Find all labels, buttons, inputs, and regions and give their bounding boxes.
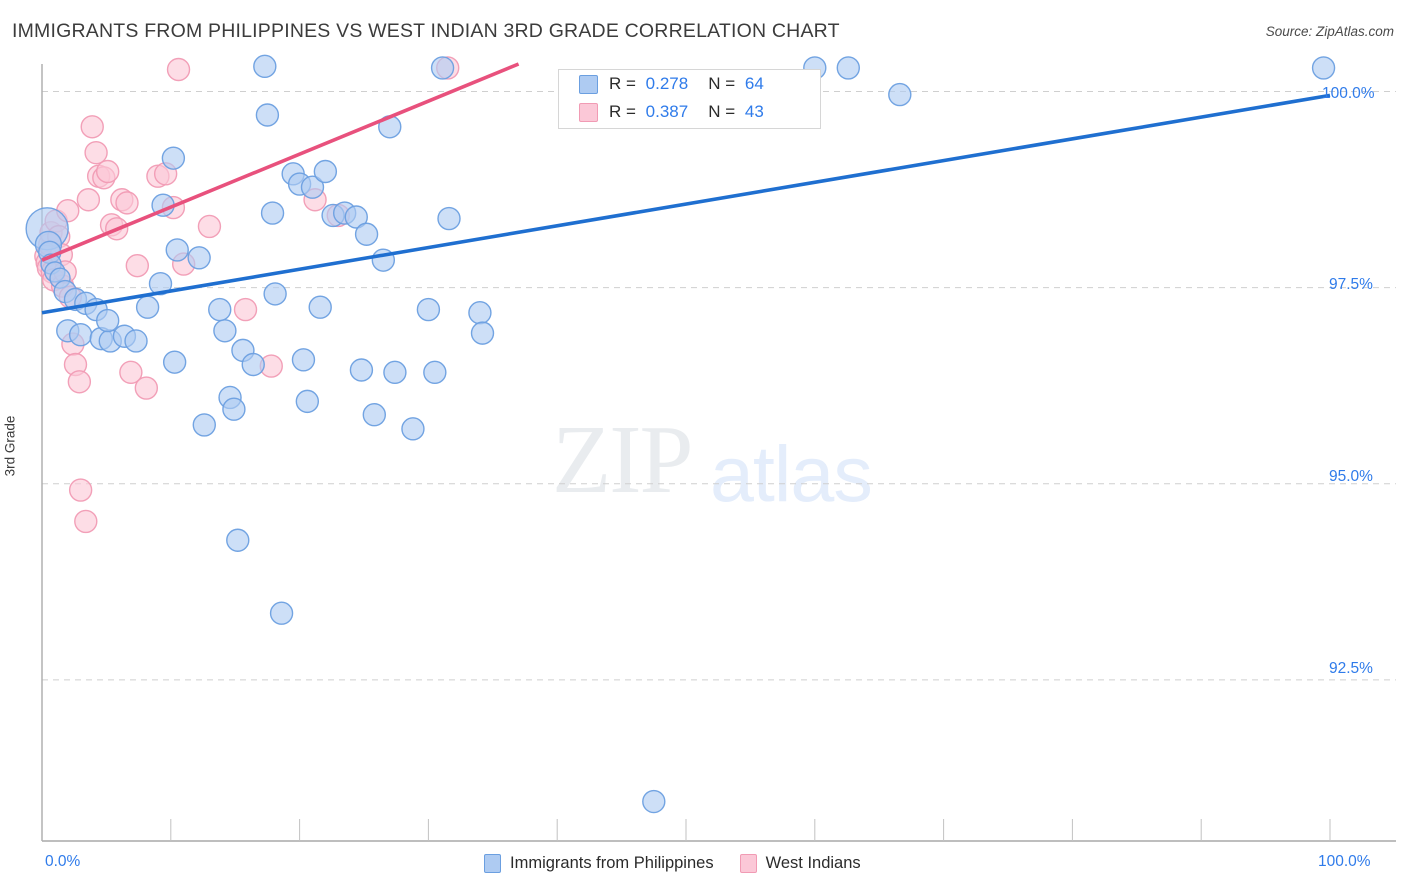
scatter-point: [80, 115, 104, 139]
scatter-point: [208, 297, 232, 322]
scatter-point: [68, 478, 93, 502]
legend-row-west-indians: R = 0.387 N = 43: [559, 98, 820, 126]
scatter-point: [269, 601, 294, 625]
scatter-point: [115, 191, 139, 215]
scatter-point: [362, 403, 387, 427]
scatter-point: [125, 253, 150, 278]
legend-n-value-philippines: 64: [744, 74, 764, 93]
scatter-point: [68, 322, 93, 347]
scatter-point: [642, 789, 666, 814]
y-tick-label-925: 92.5%: [1329, 660, 1373, 677]
scatter-point: [135, 295, 160, 319]
scatter-point: [836, 56, 860, 80]
scatter-point: [383, 360, 407, 385]
scatter-point: [166, 57, 191, 82]
scatter-point: [162, 350, 187, 374]
scatter-point: [95, 308, 120, 333]
y-tick-label-100: 100.0%: [1322, 85, 1375, 102]
scatter-point: [260, 201, 285, 225]
scatter-point: [1311, 56, 1336, 80]
scatter-point: [354, 222, 379, 246]
scatter-point: [308, 295, 332, 319]
legend-n-label-philippines: N =: [708, 74, 740, 93]
legend-r-label-west-indians: R =: [609, 102, 641, 121]
scatter-point: [344, 205, 368, 229]
y-tick-label-975: 97.5%: [1329, 276, 1373, 293]
scatter-point: [226, 528, 250, 552]
scatter-point: [197, 214, 222, 239]
legend-r-label-philippines: R =: [609, 74, 641, 93]
series-swatch-west-indians[interactable]: [739, 853, 757, 873]
scatter-point: [253, 54, 277, 79]
series-points-philippines: [25, 54, 1336, 814]
legend-swatch-philippines: [579, 74, 598, 94]
series-label-philippines[interactable]: Immigrants from Philippines: [510, 853, 714, 872]
trendline-west-indians: [41, 62, 520, 262]
series-label-west-indians[interactable]: West Indians: [765, 853, 861, 872]
scatter-point: [192, 413, 216, 437]
source-label: Source: ZipAtlas.com: [1265, 24, 1394, 39]
scatter-point: [95, 159, 120, 184]
scatter-point: [148, 271, 173, 296]
x-tick-label-min: 0.0%: [45, 853, 81, 870]
trendline-philippines: [41, 93, 1331, 315]
page-title: IMMIGRANTS FROM PHILIPPINES VS WEST INDI…: [12, 20, 840, 42]
legend-swatch-west-indians: [579, 102, 598, 122]
scatter-point: [76, 188, 101, 212]
scatter-point: [124, 329, 148, 353]
scatter-point: [349, 358, 374, 382]
correlation-legend: R = 0.278 N = 64 R = 0.387 N = 43: [558, 69, 821, 129]
legend-stats-west-indians: R = 0.387 N = 43: [609, 102, 764, 122]
scatter-point: [401, 417, 425, 441]
scatter-point: [470, 321, 495, 345]
scatter-point: [187, 246, 211, 270]
series-swatch-philippines[interactable]: [484, 853, 501, 873]
scatter-point: [213, 319, 237, 343]
legend-r-value-west-indians: 0.387: [645, 102, 689, 121]
scatter-point: [119, 360, 143, 385]
legend-n-value-west-indians: 43: [744, 102, 764, 121]
scatter-point: [468, 301, 492, 325]
legend-r-value-philippines: 0.278: [645, 74, 689, 93]
scatter-point: [165, 238, 189, 262]
scatter-point: [255, 103, 280, 127]
legend-row-philippines: R = 0.278 N = 64: [559, 70, 820, 98]
scatter-point: [423, 360, 447, 385]
scatter-point: [888, 82, 912, 107]
legend-stats-philippines: R = 0.278 N = 64: [609, 74, 764, 94]
scatter-point: [313, 159, 338, 184]
scatter-point: [84, 140, 108, 165]
scatter-point: [134, 376, 159, 400]
scatter-point: [74, 509, 98, 534]
scatter-point: [291, 348, 316, 372]
scatter-point: [222, 397, 246, 421]
scatter-point: [416, 297, 441, 322]
scatter-point: [295, 389, 320, 414]
scatter-point: [161, 146, 186, 170]
scatter-point: [233, 297, 258, 322]
scatter-point: [437, 206, 461, 231]
scatter-point: [67, 370, 92, 394]
x-tick-label-max: 100.0%: [1318, 853, 1371, 870]
scatter-point: [241, 352, 265, 377]
y-tick-label-950: 95.0%: [1329, 468, 1373, 485]
legend-n-label-west-indians: N =: [708, 102, 740, 121]
scatter-point: [430, 56, 455, 80]
scatter-point: [300, 175, 325, 199]
scatter-point: [263, 282, 287, 306]
series-legend: Immigrants from Philippines West Indians: [484, 851, 887, 875]
